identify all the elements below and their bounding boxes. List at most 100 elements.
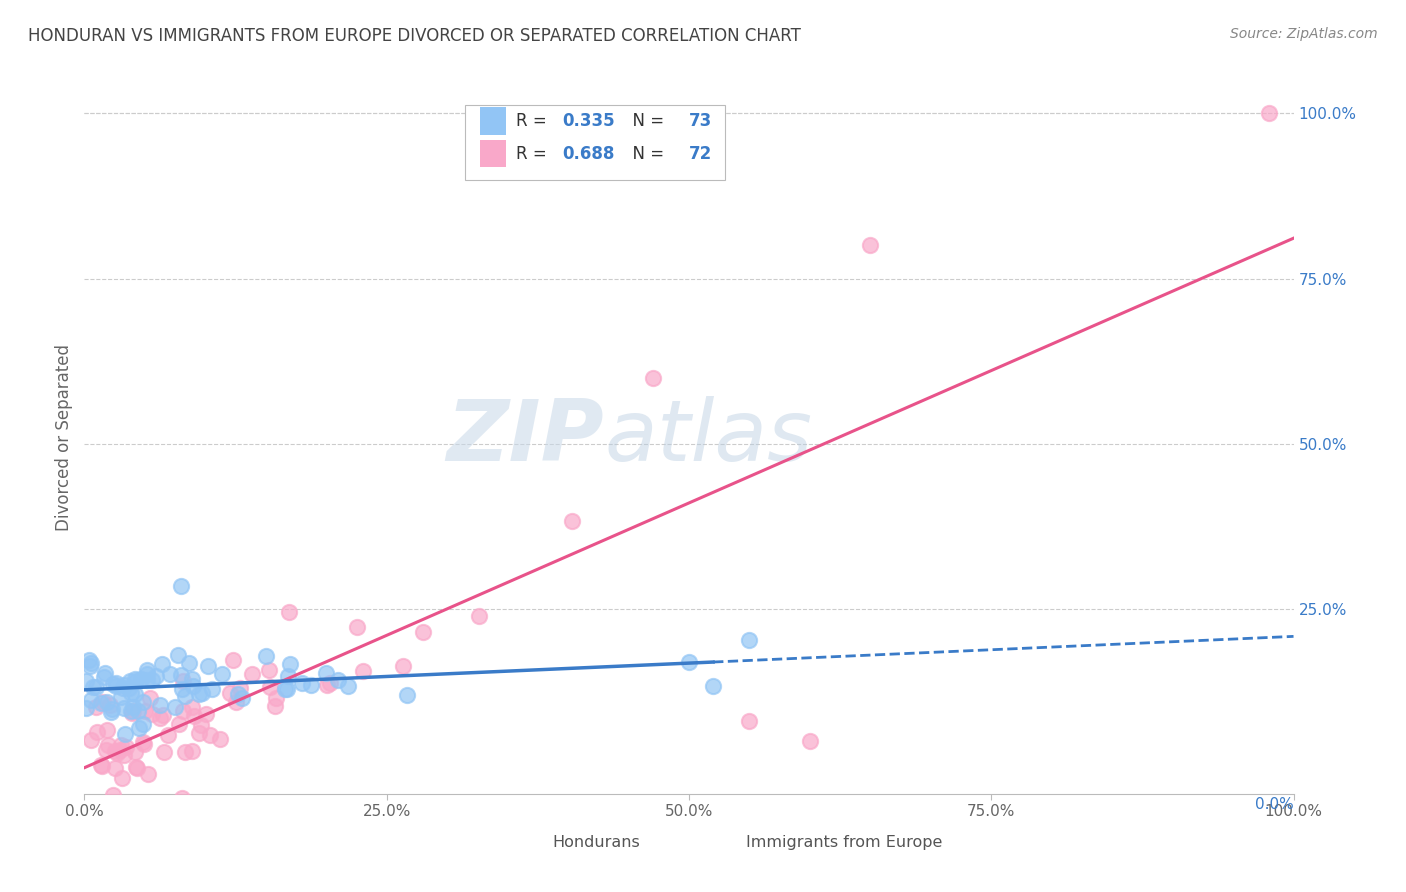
Point [315, 666, 337, 681]
Point [105, 676, 128, 690]
Point [167, 648, 190, 662]
Point [100, 702, 122, 716]
Point [82, 681, 104, 695]
Point [174, 689, 197, 703]
Point [278, 657, 301, 671]
Text: 72: 72 [689, 145, 713, 162]
Point [77, 801, 100, 815]
Point [96, 695, 118, 709]
Point [346, 620, 368, 634]
Point [100, 705, 122, 719]
Point [561, 514, 583, 528]
Text: 0.688: 0.688 [562, 145, 614, 162]
Point [111, 681, 134, 696]
Point [136, 666, 159, 681]
Point [259, 680, 281, 694]
Point [169, 668, 191, 682]
Point [110, 771, 132, 785]
Point [225, 695, 247, 709]
Point [134, 704, 156, 718]
Point [170, 579, 193, 593]
FancyBboxPatch shape [713, 832, 740, 853]
Point [114, 727, 136, 741]
Point [678, 655, 700, 669]
Point [319, 676, 342, 690]
Point [121, 706, 143, 721]
Point [112, 678, 135, 692]
Point [98, 698, 121, 713]
Point [172, 674, 194, 689]
Point [198, 727, 221, 741]
Point [96, 723, 118, 738]
Text: 0.0%: 0.0% [1254, 797, 1294, 813]
Point [174, 745, 197, 759]
Point [336, 680, 359, 694]
Text: N =: N = [623, 145, 669, 162]
Point [90, 759, 112, 773]
Point [127, 705, 149, 719]
Point [124, 746, 146, 760]
Point [218, 685, 240, 699]
Point [170, 682, 193, 697]
Point [468, 609, 491, 624]
Point [124, 672, 146, 686]
Point [122, 704, 145, 718]
Point [159, 667, 181, 681]
Point [194, 706, 217, 721]
Point [75, 700, 97, 714]
Point [641, 370, 664, 384]
Point [120, 705, 142, 719]
Point [105, 746, 128, 760]
Point [141, 673, 163, 688]
Point [79, 658, 101, 673]
Point [110, 738, 132, 752]
Point [229, 681, 252, 696]
Point [108, 743, 131, 757]
Text: Source: ZipAtlas.com: Source: ZipAtlas.com [1230, 27, 1378, 41]
Point [274, 681, 297, 696]
Point [132, 737, 155, 751]
Point [101, 677, 124, 691]
Point [93, 695, 115, 709]
Text: N =: N = [623, 112, 669, 130]
Point [191, 686, 214, 700]
Point [228, 687, 250, 701]
Point [264, 691, 287, 706]
Point [299, 678, 322, 692]
Point [90, 697, 112, 711]
Point [138, 767, 160, 781]
Point [138, 690, 160, 705]
Point [180, 673, 202, 687]
Point [167, 716, 190, 731]
Point [112, 748, 135, 763]
Point [190, 718, 212, 732]
Text: ZIP: ZIP [447, 395, 605, 479]
Point [112, 700, 135, 714]
Point [125, 759, 148, 773]
Point [94, 742, 117, 756]
Point [172, 791, 194, 805]
Point [172, 705, 194, 719]
Point [231, 691, 253, 706]
Point [391, 659, 413, 673]
Point [83, 820, 105, 834]
Text: 73: 73 [689, 112, 713, 130]
Point [326, 673, 349, 687]
Point [77, 653, 100, 667]
Point [90, 757, 112, 772]
Point [276, 682, 298, 697]
Point [738, 632, 761, 647]
Point [104, 679, 127, 693]
Point [412, 624, 434, 639]
Point [86, 700, 108, 714]
Point [277, 605, 299, 619]
Point [201, 681, 224, 696]
Point [277, 669, 299, 683]
Point [153, 745, 176, 759]
Point [352, 664, 374, 678]
Point [120, 686, 142, 700]
Point [291, 676, 314, 690]
FancyBboxPatch shape [479, 107, 506, 135]
Point [152, 707, 174, 722]
Point [93, 666, 115, 681]
